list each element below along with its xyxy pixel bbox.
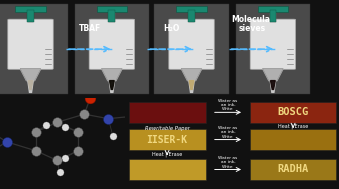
FancyBboxPatch shape: [89, 19, 135, 69]
Text: H₂O: H₂O: [163, 24, 179, 33]
Bar: [109, 8, 115, 22]
Text: RADHA: RADHA: [277, 164, 309, 174]
Bar: [28, 8, 33, 22]
Polygon shape: [102, 69, 122, 81]
Polygon shape: [263, 69, 283, 81]
Bar: [27, 10, 34, 22]
Point: [75, 149, 80, 152]
Text: Heat | Erase: Heat | Erase: [152, 152, 182, 157]
Point: [75, 130, 80, 133]
Text: IISER-K: IISER-K: [146, 135, 188, 145]
Bar: [173, 47, 210, 69]
Point: [34, 130, 39, 133]
Point: [62, 156, 67, 159]
Polygon shape: [28, 81, 33, 89]
Text: TBAF: TBAF: [79, 24, 101, 33]
Point: [110, 134, 116, 137]
Polygon shape: [270, 81, 276, 92]
Text: Water as
an ink,
Write: Water as an ink, Write: [218, 126, 238, 139]
Polygon shape: [109, 81, 114, 89]
Point: [54, 121, 60, 124]
Bar: [254, 47, 292, 69]
Bar: [189, 8, 194, 22]
Point: [150, 120, 156, 123]
Point: [54, 159, 60, 162]
Point: [87, 97, 93, 100]
Bar: [258, 6, 288, 12]
Bar: [251, 129, 336, 150]
FancyBboxPatch shape: [75, 4, 149, 94]
FancyBboxPatch shape: [8, 19, 53, 69]
Bar: [97, 6, 127, 12]
Polygon shape: [181, 69, 202, 81]
Bar: [188, 10, 195, 22]
Polygon shape: [271, 81, 275, 89]
Point: [62, 125, 67, 128]
Point: [131, 98, 137, 101]
Bar: [108, 10, 115, 22]
Bar: [128, 102, 205, 123]
Bar: [93, 47, 131, 69]
Point: [34, 149, 39, 152]
Point: [4, 140, 9, 143]
Bar: [270, 8, 276, 22]
FancyBboxPatch shape: [0, 4, 68, 94]
FancyBboxPatch shape: [236, 4, 310, 94]
Bar: [176, 6, 207, 12]
Point: [106, 117, 111, 120]
Text: BOSCG: BOSCG: [277, 107, 309, 117]
Polygon shape: [109, 81, 115, 92]
Bar: [270, 10, 276, 22]
FancyBboxPatch shape: [154, 4, 229, 94]
Text: Water as
an ink,
Write: Water as an ink, Write: [218, 156, 238, 169]
Bar: [128, 159, 205, 180]
Point: [44, 123, 49, 126]
FancyBboxPatch shape: [250, 19, 296, 69]
Polygon shape: [20, 69, 41, 81]
Polygon shape: [189, 81, 194, 89]
FancyBboxPatch shape: [169, 19, 214, 69]
Bar: [128, 129, 205, 150]
Text: Heat | Erase: Heat | Erase: [278, 123, 308, 129]
Point: [57, 171, 62, 174]
Bar: [12, 47, 49, 69]
Point: [128, 115, 134, 118]
Bar: [15, 6, 46, 12]
Text: Molecular
sieves: Molecular sieves: [231, 15, 274, 33]
Polygon shape: [28, 81, 33, 92]
Polygon shape: [189, 81, 194, 92]
Point: [82, 113, 87, 116]
Bar: [251, 102, 336, 123]
Bar: [251, 159, 336, 180]
Text: Rewritable Paper: Rewritable Paper: [145, 126, 190, 131]
Text: Water as
an ink,
Write: Water as an ink, Write: [218, 99, 238, 112]
